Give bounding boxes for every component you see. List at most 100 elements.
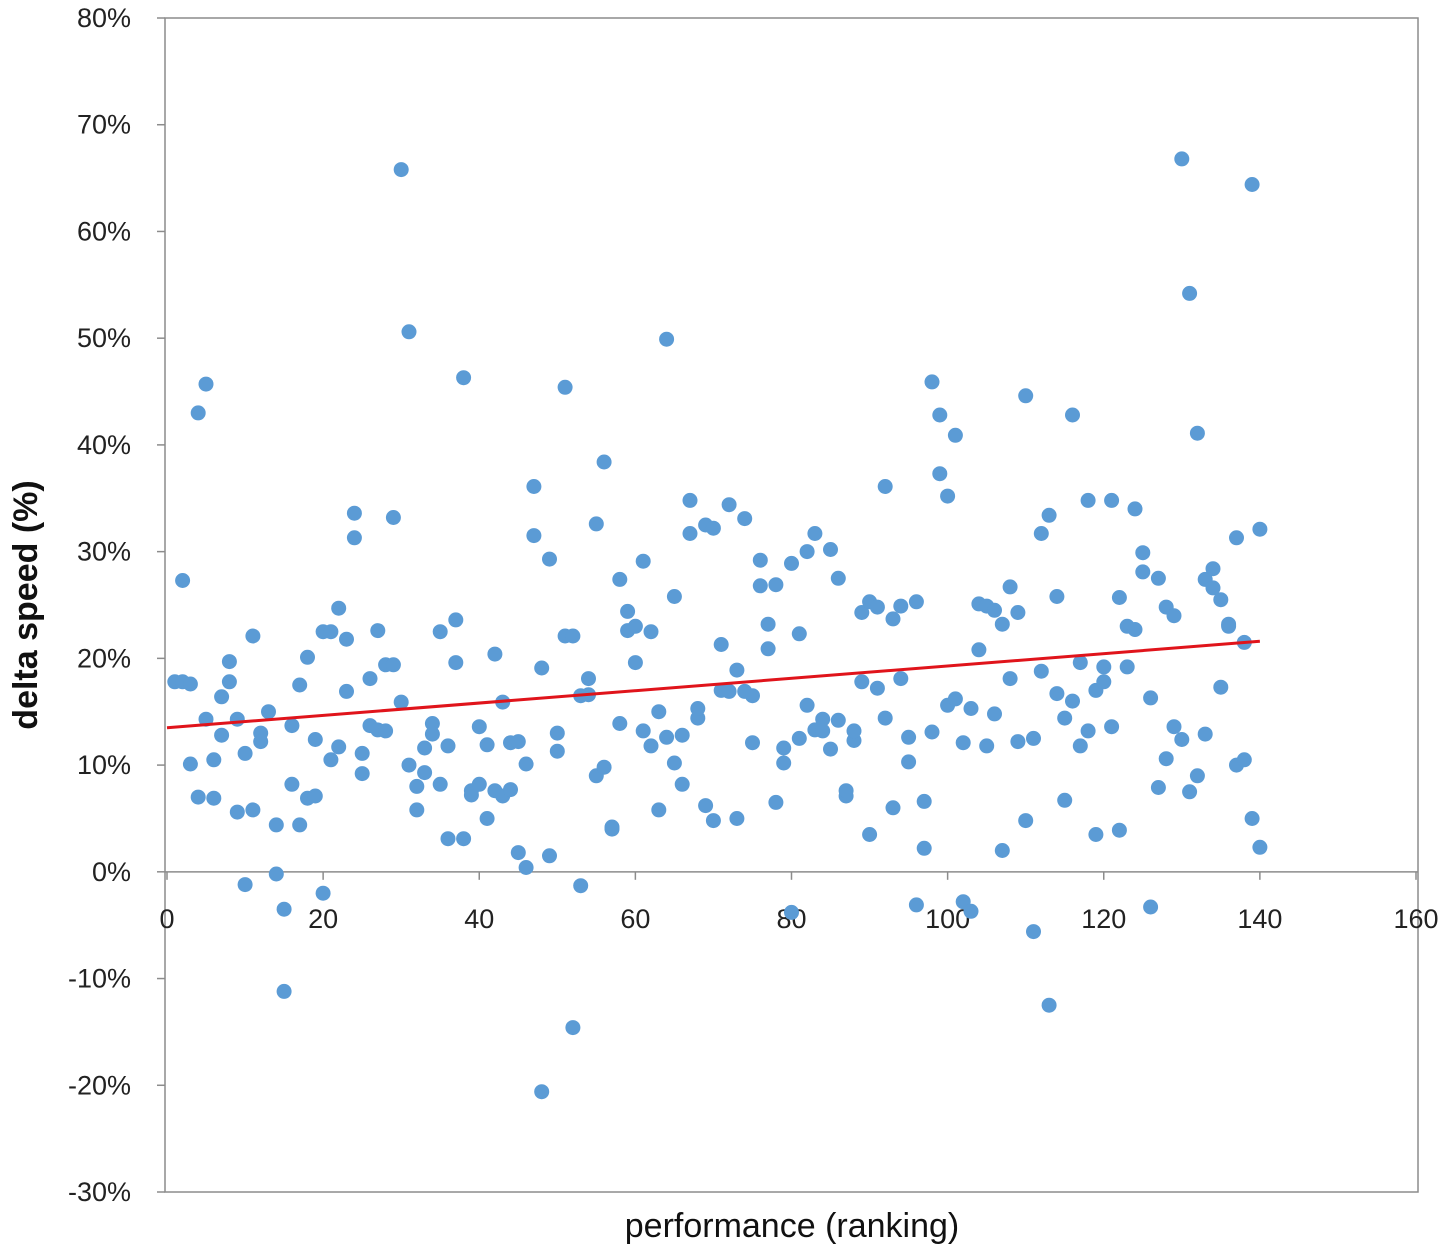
data-point	[565, 628, 581, 644]
data-point	[854, 605, 870, 620]
y-tick-label: -10%	[68, 964, 131, 994]
plot-area-border	[164, 17, 1419, 1193]
data-point	[198, 376, 214, 392]
data-point	[1150, 780, 1166, 795]
data-point	[1135, 545, 1151, 561]
data-point	[463, 787, 479, 803]
data-point	[549, 743, 565, 759]
data-point	[1143, 690, 1159, 706]
data-point	[1002, 579, 1018, 595]
data-point	[510, 734, 526, 750]
data-point	[292, 677, 308, 693]
data-point	[596, 454, 612, 470]
data-point	[1049, 589, 1065, 604]
x-tick-label: 20	[308, 904, 338, 934]
data-point	[1158, 751, 1174, 767]
x-tick-label: 140	[1237, 904, 1282, 934]
data-point	[612, 716, 628, 731]
data-point	[542, 551, 557, 567]
data-point	[588, 516, 604, 532]
data-point	[518, 756, 534, 772]
trendline-group	[166, 639, 1260, 730]
data-point	[268, 817, 284, 833]
data-point	[1072, 738, 1088, 754]
data-point	[424, 726, 440, 742]
data-point	[830, 570, 846, 586]
data-point	[635, 723, 651, 739]
y-tick-label: 60%	[77, 216, 131, 246]
data-point	[518, 860, 534, 875]
data-point	[1119, 659, 1135, 675]
data-point	[1033, 526, 1049, 541]
data-point	[908, 897, 924, 913]
data-point	[877, 710, 893, 726]
data-point	[885, 800, 901, 816]
data-point	[1236, 752, 1252, 768]
data-point	[682, 492, 698, 508]
data-point	[1197, 726, 1213, 742]
data-point	[510, 845, 526, 861]
data-point	[229, 804, 245, 820]
data-point	[346, 505, 362, 521]
data-point	[752, 578, 768, 594]
data-point	[229, 711, 245, 727]
data-point	[245, 628, 261, 644]
y-tick-label: 10%	[77, 750, 131, 780]
data-point	[448, 655, 464, 671]
data-point	[503, 782, 518, 798]
data-point	[354, 745, 370, 761]
data-point	[979, 738, 995, 754]
data-point	[1026, 730, 1041, 746]
data-point	[331, 600, 347, 616]
data-point	[1096, 659, 1112, 675]
data-point	[1252, 521, 1268, 537]
data-point	[542, 848, 557, 864]
data-point	[1252, 839, 1268, 855]
data-point	[1088, 827, 1104, 842]
data-point	[284, 718, 300, 734]
y-tick-label: 40%	[77, 430, 131, 460]
data-point	[214, 689, 230, 705]
data-point	[307, 732, 323, 747]
data-point	[1205, 580, 1221, 596]
data-point	[1065, 407, 1080, 423]
data-point	[807, 526, 823, 541]
data-point	[292, 817, 308, 833]
data-point	[963, 903, 979, 919]
data-point	[893, 671, 909, 687]
data-point	[846, 723, 862, 739]
data-point	[221, 674, 237, 690]
data-point	[830, 712, 846, 728]
data-point	[557, 379, 573, 395]
data-point	[581, 671, 596, 687]
data-point	[456, 831, 472, 847]
data-point	[300, 649, 315, 665]
data-point	[1244, 811, 1260, 826]
data-point	[1189, 768, 1205, 784]
y-tick-label: 20%	[77, 643, 131, 673]
data-point	[354, 766, 370, 782]
data-point	[916, 793, 932, 809]
data-point	[323, 624, 339, 640]
data-point	[791, 730, 807, 746]
data-point	[221, 654, 237, 670]
data-point	[784, 904, 799, 920]
data-point	[682, 526, 698, 541]
data-point	[1026, 924, 1041, 940]
data-point	[1213, 679, 1229, 695]
data-point	[346, 530, 362, 546]
data-point	[893, 598, 909, 614]
y-tick-label: 70%	[77, 110, 131, 140]
data-point	[417, 740, 433, 756]
data-point	[190, 789, 206, 805]
data-point	[1096, 674, 1112, 690]
data-point	[924, 724, 940, 740]
data-point	[276, 901, 292, 917]
data-point	[1189, 425, 1205, 441]
data-point	[1041, 997, 1057, 1013]
data-point	[1033, 663, 1049, 679]
data-point	[409, 778, 425, 794]
data-point	[214, 727, 230, 743]
y-axis-title: delta speed (%)	[7, 480, 45, 729]
data-point	[526, 479, 542, 494]
